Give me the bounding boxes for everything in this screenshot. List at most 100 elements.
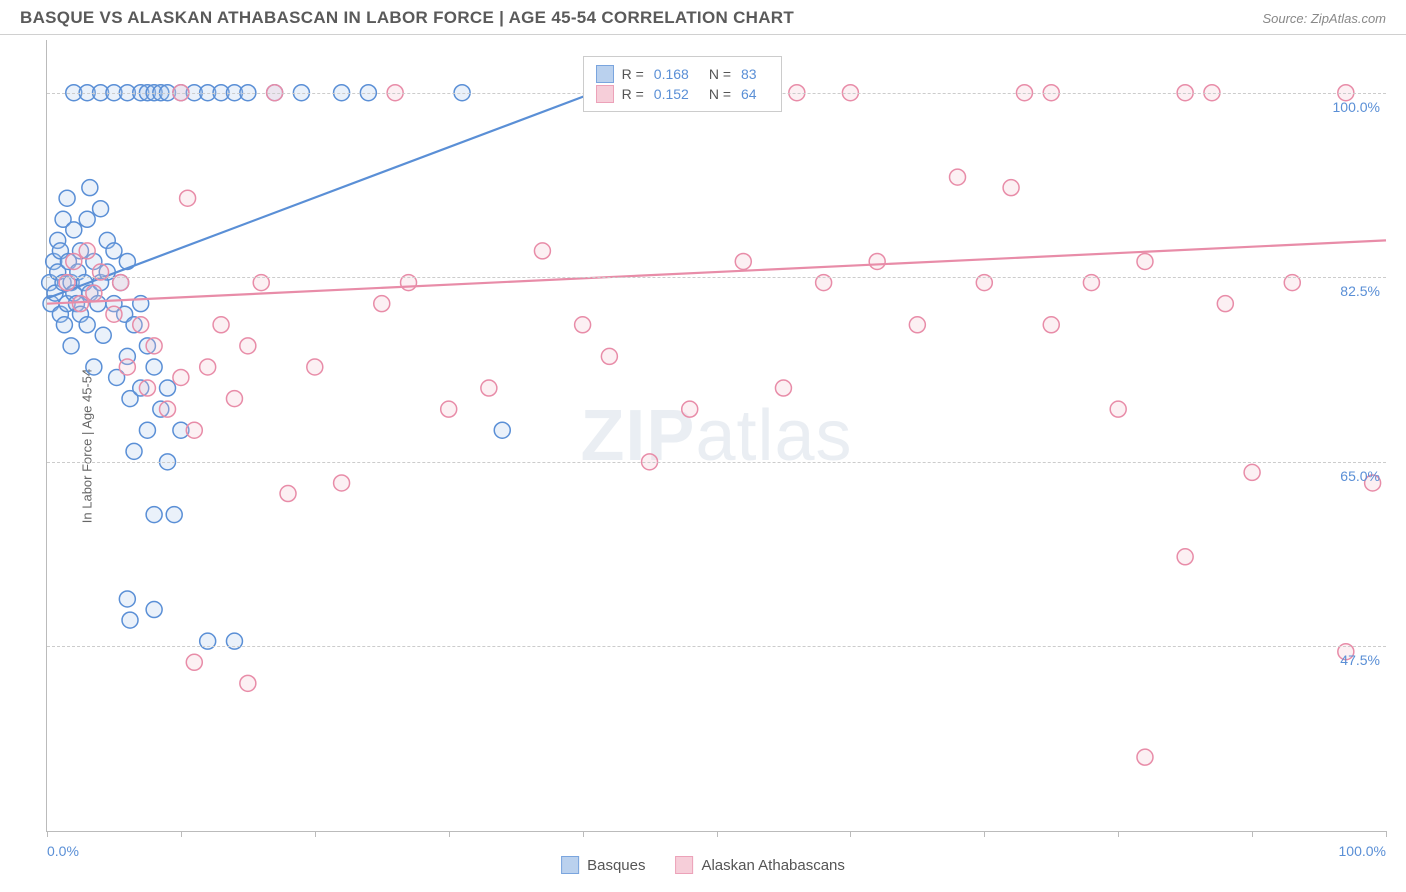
- legend-label: Alaskan Athabascans: [701, 857, 844, 874]
- chart-source: Source: ZipAtlas.com: [1262, 11, 1386, 26]
- data-point: [79, 317, 95, 333]
- data-point: [166, 507, 182, 523]
- legend-swatch: [596, 65, 614, 83]
- x-tick: [1118, 831, 1119, 837]
- data-point: [334, 475, 350, 491]
- data-point: [72, 296, 88, 312]
- data-point: [909, 317, 925, 333]
- data-point: [200, 359, 216, 375]
- data-point: [122, 612, 138, 628]
- x-tick: [984, 831, 985, 837]
- data-point: [63, 338, 79, 354]
- x-tick: [181, 831, 182, 837]
- data-point: [441, 401, 457, 417]
- data-point: [86, 285, 102, 301]
- data-point: [374, 296, 390, 312]
- scatter-svg: [47, 40, 1386, 831]
- data-point: [160, 401, 176, 417]
- data-point: [1043, 317, 1059, 333]
- data-point: [173, 369, 189, 385]
- data-point: [119, 359, 135, 375]
- y-tick-label: 65.0%: [1340, 468, 1380, 484]
- data-point: [307, 359, 323, 375]
- x-label-min: 0.0%: [47, 843, 79, 859]
- x-tick: [1252, 831, 1253, 837]
- x-tick: [850, 831, 851, 837]
- data-point: [186, 422, 202, 438]
- gridline: [47, 462, 1386, 463]
- data-point: [146, 602, 162, 618]
- legend-n-label: N =: [709, 66, 731, 82]
- data-point: [126, 443, 142, 459]
- data-point: [213, 317, 229, 333]
- data-point: [146, 507, 162, 523]
- x-tick: [583, 831, 584, 837]
- data-point: [119, 591, 135, 607]
- legend-r-label: R =: [622, 66, 644, 82]
- data-point: [95, 327, 111, 343]
- x-tick: [47, 831, 48, 837]
- y-tick-label: 100.0%: [1333, 99, 1380, 115]
- data-point: [139, 422, 155, 438]
- legend-n-value: 83: [741, 66, 757, 82]
- stats-legend-row: R = 0.152 N = 64: [596, 85, 769, 103]
- data-point: [186, 654, 202, 670]
- stats-legend-row: R = 0.168 N = 83: [596, 65, 769, 83]
- data-point: [146, 359, 162, 375]
- data-point: [1137, 253, 1153, 269]
- data-point: [735, 253, 751, 269]
- stats-legend: R = 0.168 N = 83 R = 0.152 N = 64: [583, 56, 782, 112]
- legend-item: Alaskan Athabascans: [675, 856, 844, 874]
- data-point: [481, 380, 497, 396]
- data-point: [950, 169, 966, 185]
- data-point: [66, 222, 82, 238]
- data-point: [494, 422, 510, 438]
- data-point: [106, 306, 122, 322]
- data-point: [146, 338, 162, 354]
- data-point: [682, 401, 698, 417]
- legend-label: Basques: [587, 857, 645, 874]
- data-point: [240, 675, 256, 691]
- gridline: [47, 277, 1386, 278]
- legend-swatch: [596, 85, 614, 103]
- chart-header: BASQUE VS ALASKAN ATHABASCAN IN LABOR FO…: [0, 0, 1406, 35]
- data-point: [226, 391, 242, 407]
- data-point: [66, 253, 82, 269]
- y-tick-label: 82.5%: [1340, 283, 1380, 299]
- data-point: [1003, 180, 1019, 196]
- x-tick: [449, 831, 450, 837]
- data-point: [106, 243, 122, 259]
- x-tick: [315, 831, 316, 837]
- data-point: [133, 317, 149, 333]
- data-point: [1217, 296, 1233, 312]
- data-point: [59, 190, 75, 206]
- data-point: [82, 180, 98, 196]
- data-point: [869, 253, 885, 269]
- data-point: [775, 380, 791, 396]
- y-tick-label: 47.5%: [1340, 652, 1380, 668]
- trend-line: [47, 72, 650, 299]
- gridline: [47, 646, 1386, 647]
- legend-item: Basques: [561, 856, 645, 874]
- chart-title: BASQUE VS ALASKAN ATHABASCAN IN LABOR FO…: [20, 8, 794, 28]
- data-point: [534, 243, 550, 259]
- data-point: [79, 243, 95, 259]
- legend-r-value: 0.152: [654, 86, 689, 102]
- legend-swatch: [675, 856, 693, 874]
- chart-plot-area: ZIPatlas 47.5%65.0%82.5%100.0%0.0%100.0%…: [46, 40, 1386, 832]
- data-point: [1110, 401, 1126, 417]
- data-point: [93, 201, 109, 217]
- data-point: [280, 486, 296, 502]
- data-point: [79, 211, 95, 227]
- data-point: [56, 317, 72, 333]
- data-point: [1137, 749, 1153, 765]
- x-tick: [1386, 831, 1387, 837]
- bottom-legend: Basques Alaskan Athabascans: [561, 856, 845, 874]
- legend-n-value: 64: [741, 86, 757, 102]
- trend-line: [47, 240, 1386, 303]
- data-point: [1177, 549, 1193, 565]
- legend-swatch: [561, 856, 579, 874]
- data-point: [160, 380, 176, 396]
- legend-n-label: N =: [709, 86, 731, 102]
- data-point: [139, 380, 155, 396]
